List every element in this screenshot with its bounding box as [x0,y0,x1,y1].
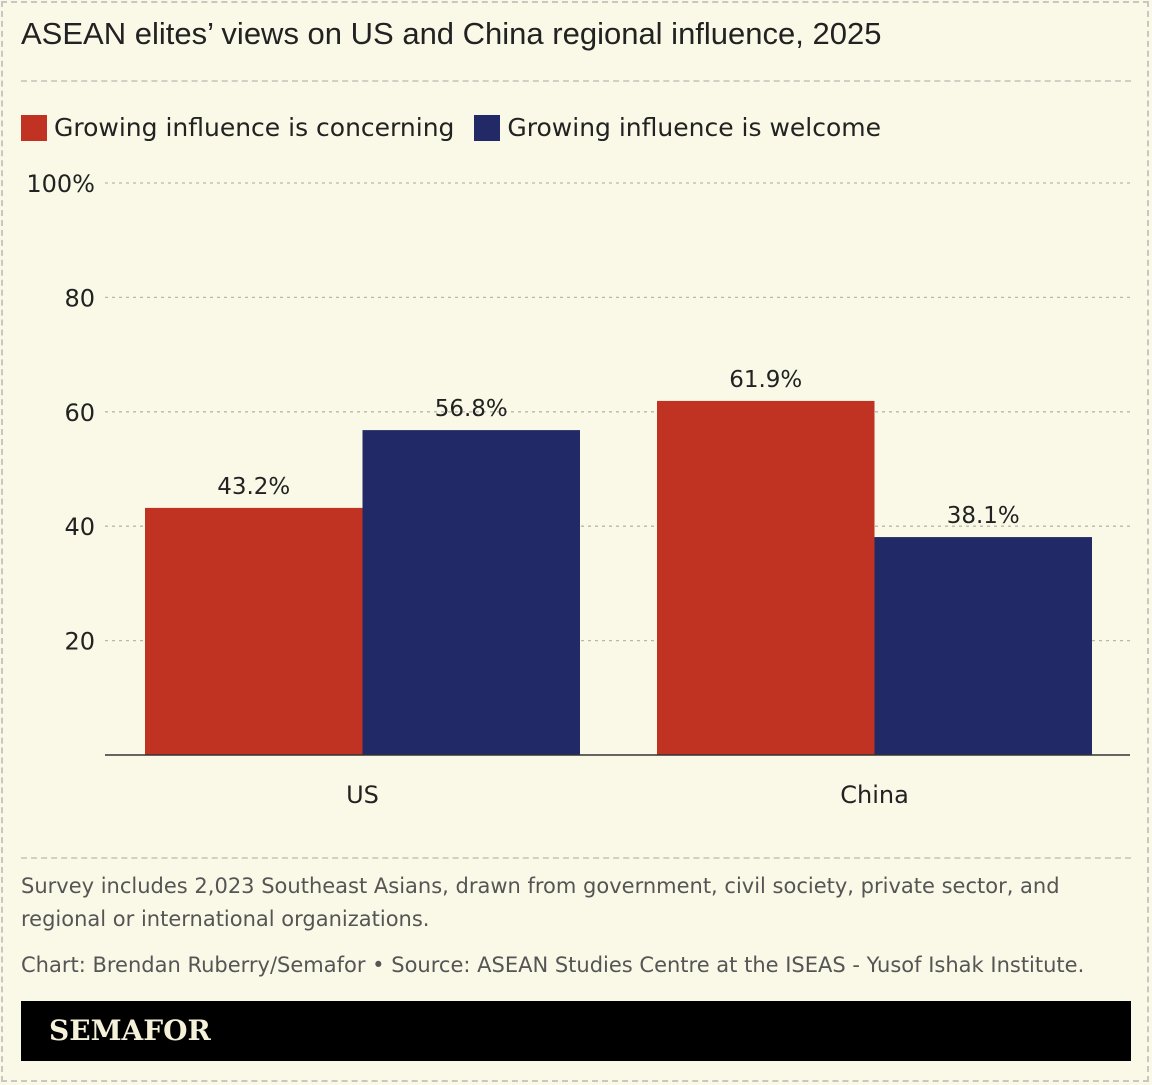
bar [145,507,363,755]
legend-swatch-welcome [474,114,501,141]
divider [21,80,1131,82]
data-label: 56.8% [435,396,508,422]
bar [874,537,1092,755]
x-tick-label: China [840,781,909,809]
legend-swatch-concerning [21,114,47,141]
legend: Growing influence is concerning Growing … [21,113,901,142]
bar [362,430,580,755]
divider [21,857,1131,859]
y-tick-label: 40 [64,513,95,541]
chart-title: ASEAN elites’ views on US and China regi… [21,16,882,51]
legend-item-concerning: Growing influence is concerning [21,113,454,142]
survey-note: Survey includes 2,023 Southeast Asians, … [21,874,1060,931]
x-tick-label: US [346,781,379,809]
data-label: 43.2% [217,474,290,500]
data-label: 38.1% [947,503,1020,529]
bar [657,400,875,755]
y-tick-label: 60 [64,399,95,427]
legend-label-welcome: Growing influence is welcome [507,113,882,142]
y-tick-label: 100% [26,170,95,198]
semafor-logo: SEMAFOR [49,1014,211,1047]
legend-label-concerning: Growing influence is concerning [54,113,455,142]
legend-item-welcome: Growing influence is welcome [474,113,881,142]
data-label: 61.9% [729,367,802,393]
y-tick-label: 80 [64,284,95,312]
footer-bar: SEMAFOR [21,1001,1131,1061]
credit-note: Chart: Brendan Ruberry/Semafor • Source:… [21,953,1085,977]
y-tick-label: 20 [64,628,95,656]
